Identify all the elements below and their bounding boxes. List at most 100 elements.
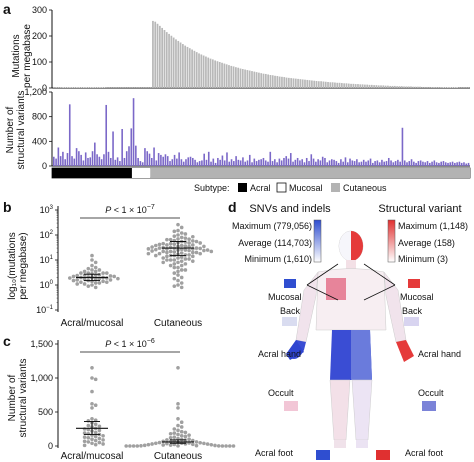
bar-structural-variants-182: [467, 162, 470, 166]
bar-structural-variants-11: [78, 151, 80, 166]
c-dot-0-31: [101, 438, 105, 442]
panel-c-ylabel-line1: Number of: [7, 374, 18, 421]
bar-mutations-67: [207, 57, 210, 88]
legend-title: Subtype:: [194, 183, 230, 193]
b-dot-1-76: [176, 273, 180, 277]
bar-mutations-168: [440, 87, 442, 88]
b-dot-0-40: [93, 281, 98, 285]
bar-structural-variants-118: [321, 156, 324, 166]
b-dot-0-3: [90, 263, 94, 268]
b-dot-1-6: [179, 235, 184, 240]
bar-mutations-116: [320, 81, 322, 88]
b-dot-0-35: [71, 278, 76, 283]
bar-structural-variants-149: [392, 162, 395, 166]
bar-structural-variants-85: [246, 160, 249, 166]
bar-structural-variants-33: [128, 146, 130, 166]
b-dot-0-38: [79, 280, 83, 284]
bar-structural-variants-54: [176, 158, 178, 166]
b-dot-0-21: [112, 274, 116, 279]
c-dot-0-29: [97, 436, 102, 441]
bar-structural-variants-102: [285, 156, 288, 166]
bar-structural-variants-58: [185, 159, 187, 166]
b-dot-1-66: [172, 262, 177, 266]
bar-structural-variants-55: [178, 152, 180, 166]
bar-mutations-21: [101, 87, 104, 88]
panel-a-bottom-bars: [53, 98, 470, 166]
b-dot-1-37: [150, 249, 154, 253]
b-dot-0-33: [108, 278, 113, 282]
b-dot-1-90: [146, 251, 151, 256]
bar-structural-variants-181: [465, 163, 468, 166]
b-dot-1-101: [172, 229, 177, 234]
bar-structural-variants-151: [397, 159, 399, 166]
b-dot-1-82: [172, 284, 177, 288]
acral-foot-right-label: Acral foot: [405, 448, 444, 458]
panel-b-dots: [68, 222, 214, 290]
bar-structural-variants-112: [308, 161, 310, 166]
c-dot-0-13: [97, 424, 102, 429]
a-bottom-tick-label-1: 400: [32, 136, 47, 146]
bar-mutations-154: [407, 86, 410, 88]
bar-mutations-142: [380, 85, 382, 88]
bar-structural-variants-14: [84, 152, 87, 166]
bar-mutations-15: [87, 87, 90, 88]
bar-structural-variants-107: [296, 157, 299, 166]
bar-structural-variants-96: [271, 161, 274, 166]
acral-hand-left-label: Acral hand: [258, 349, 301, 359]
b-dot-0-6: [90, 268, 94, 272]
bar-mutations-94: [269, 75, 272, 88]
bar-structural-variants-76: [226, 152, 228, 166]
bar-structural-variants-131: [351, 160, 354, 166]
b-dot-0-12: [79, 271, 83, 275]
snv-avg-label: Average (114,703): [238, 238, 312, 248]
bar-structural-variants-105: [292, 161, 294, 166]
bar-mutations-16: [89, 87, 92, 88]
bar-mutations-124: [338, 82, 341, 88]
bar-structural-variants-53: [173, 154, 176, 166]
bar-structural-variants-145: [383, 161, 386, 166]
bar-mutations-9: [73, 87, 76, 88]
bar-mutations-66: [205, 56, 207, 88]
c-dot-0-3: [90, 389, 94, 394]
bar-mutations-76: [228, 65, 230, 88]
bar-structural-variants-93: [264, 160, 267, 166]
bar-mutations-162: [426, 86, 428, 88]
b-dot-1-5: [172, 234, 177, 238]
c-dot-1-1: [176, 402, 180, 406]
bar-structural-variants-32: [125, 151, 128, 166]
c-dot-1-15: [179, 434, 184, 438]
bar-structural-variants-62: [194, 159, 196, 166]
b-dot-1-67: [183, 262, 188, 266]
bar-structural-variants-31: [123, 157, 126, 166]
bar-structural-variants-130: [349, 158, 351, 166]
bar-mutations-51: [170, 35, 173, 88]
bar-structural-variants-100: [280, 160, 283, 166]
bar-mutations-149: [396, 86, 399, 88]
c-dot-0-35: [97, 440, 102, 445]
c-dot-1-9: [179, 429, 184, 434]
bar-structural-variants-117: [319, 160, 322, 166]
bar-structural-variants-37: [137, 157, 139, 166]
bar-mutations-65: [202, 55, 205, 88]
bar-structural-variants-106: [294, 159, 297, 166]
b-dot-1-62: [179, 259, 184, 263]
bar-structural-variants-138: [367, 160, 370, 166]
mucosal-right-label: Mucosal: [400, 292, 434, 302]
b-dot-1-17: [165, 243, 169, 247]
b-dot-0-18: [75, 273, 79, 278]
bar-structural-variants-97: [274, 159, 276, 166]
bar-structural-variants-120: [326, 162, 329, 166]
bar-mutations-120: [329, 82, 332, 88]
panel-a-top-ylabel-line2: per megabase: [22, 24, 33, 88]
c-tick-label-1: 500: [38, 407, 53, 417]
b-tick-label-4: 103: [40, 205, 54, 215]
bar-structural-variants-67: [205, 159, 208, 166]
b-dot-1-49: [187, 253, 191, 257]
bar-structural-variants-152: [399, 161, 401, 166]
bar-mutations-85: [248, 70, 251, 88]
bar-mutations-145: [387, 85, 389, 88]
bar-mutations-10: [76, 87, 78, 88]
b-dot-0-45: [86, 284, 91, 288]
bar-structural-variants-174: [449, 162, 452, 166]
bar-mutations-113: [313, 80, 316, 88]
